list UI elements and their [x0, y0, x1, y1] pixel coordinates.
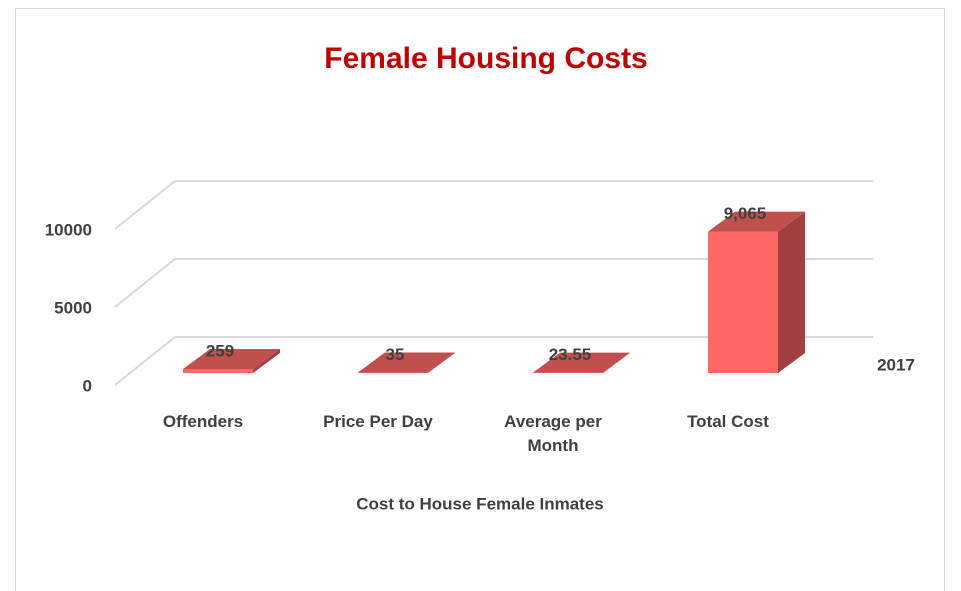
bar-side — [253, 348, 280, 373]
grid-line — [114, 180, 873, 230]
bar-top — [183, 348, 280, 369]
bar — [708, 231, 778, 373]
value-label: 23.55 — [549, 345, 592, 364]
bar-side — [778, 211, 805, 373]
y-tick-label: 10000 — [45, 220, 92, 239]
x-tick-label: Price Per Day — [323, 412, 433, 431]
x-tick-label: Average per Month — [504, 412, 602, 455]
grid-line — [114, 258, 873, 308]
x-tick-label-box: Average per Month — [504, 412, 602, 455]
x-tick-label-box: Offenders — [162, 412, 244, 431]
chart-title: Female Housing Costs — [324, 42, 647, 75]
y-tick-label: 5000 — [54, 298, 92, 317]
x-tick-label: Offenders — [162, 412, 244, 431]
bar-top — [708, 211, 805, 232]
y-tick-label: 0 — [83, 376, 92, 395]
bar-side — [428, 352, 455, 373]
value-label: 259 — [206, 341, 234, 360]
bar-top — [533, 352, 630, 373]
x-tick-label: Total Cost — [687, 412, 769, 431]
value-label: 35 — [386, 345, 405, 364]
value-label: 9,065 — [724, 204, 767, 223]
x-tick-label-box: Total Cost — [687, 412, 769, 431]
x-axis-label: Cost to House Female Inmates — [356, 494, 604, 513]
bar — [358, 372, 428, 373]
bar — [183, 368, 253, 373]
x-tick-label-box: Price Per Day — [323, 412, 433, 431]
series-label: 2017 — [877, 355, 915, 374]
grid-line — [114, 336, 873, 386]
bar-side — [603, 352, 630, 373]
bar-top — [358, 352, 455, 373]
